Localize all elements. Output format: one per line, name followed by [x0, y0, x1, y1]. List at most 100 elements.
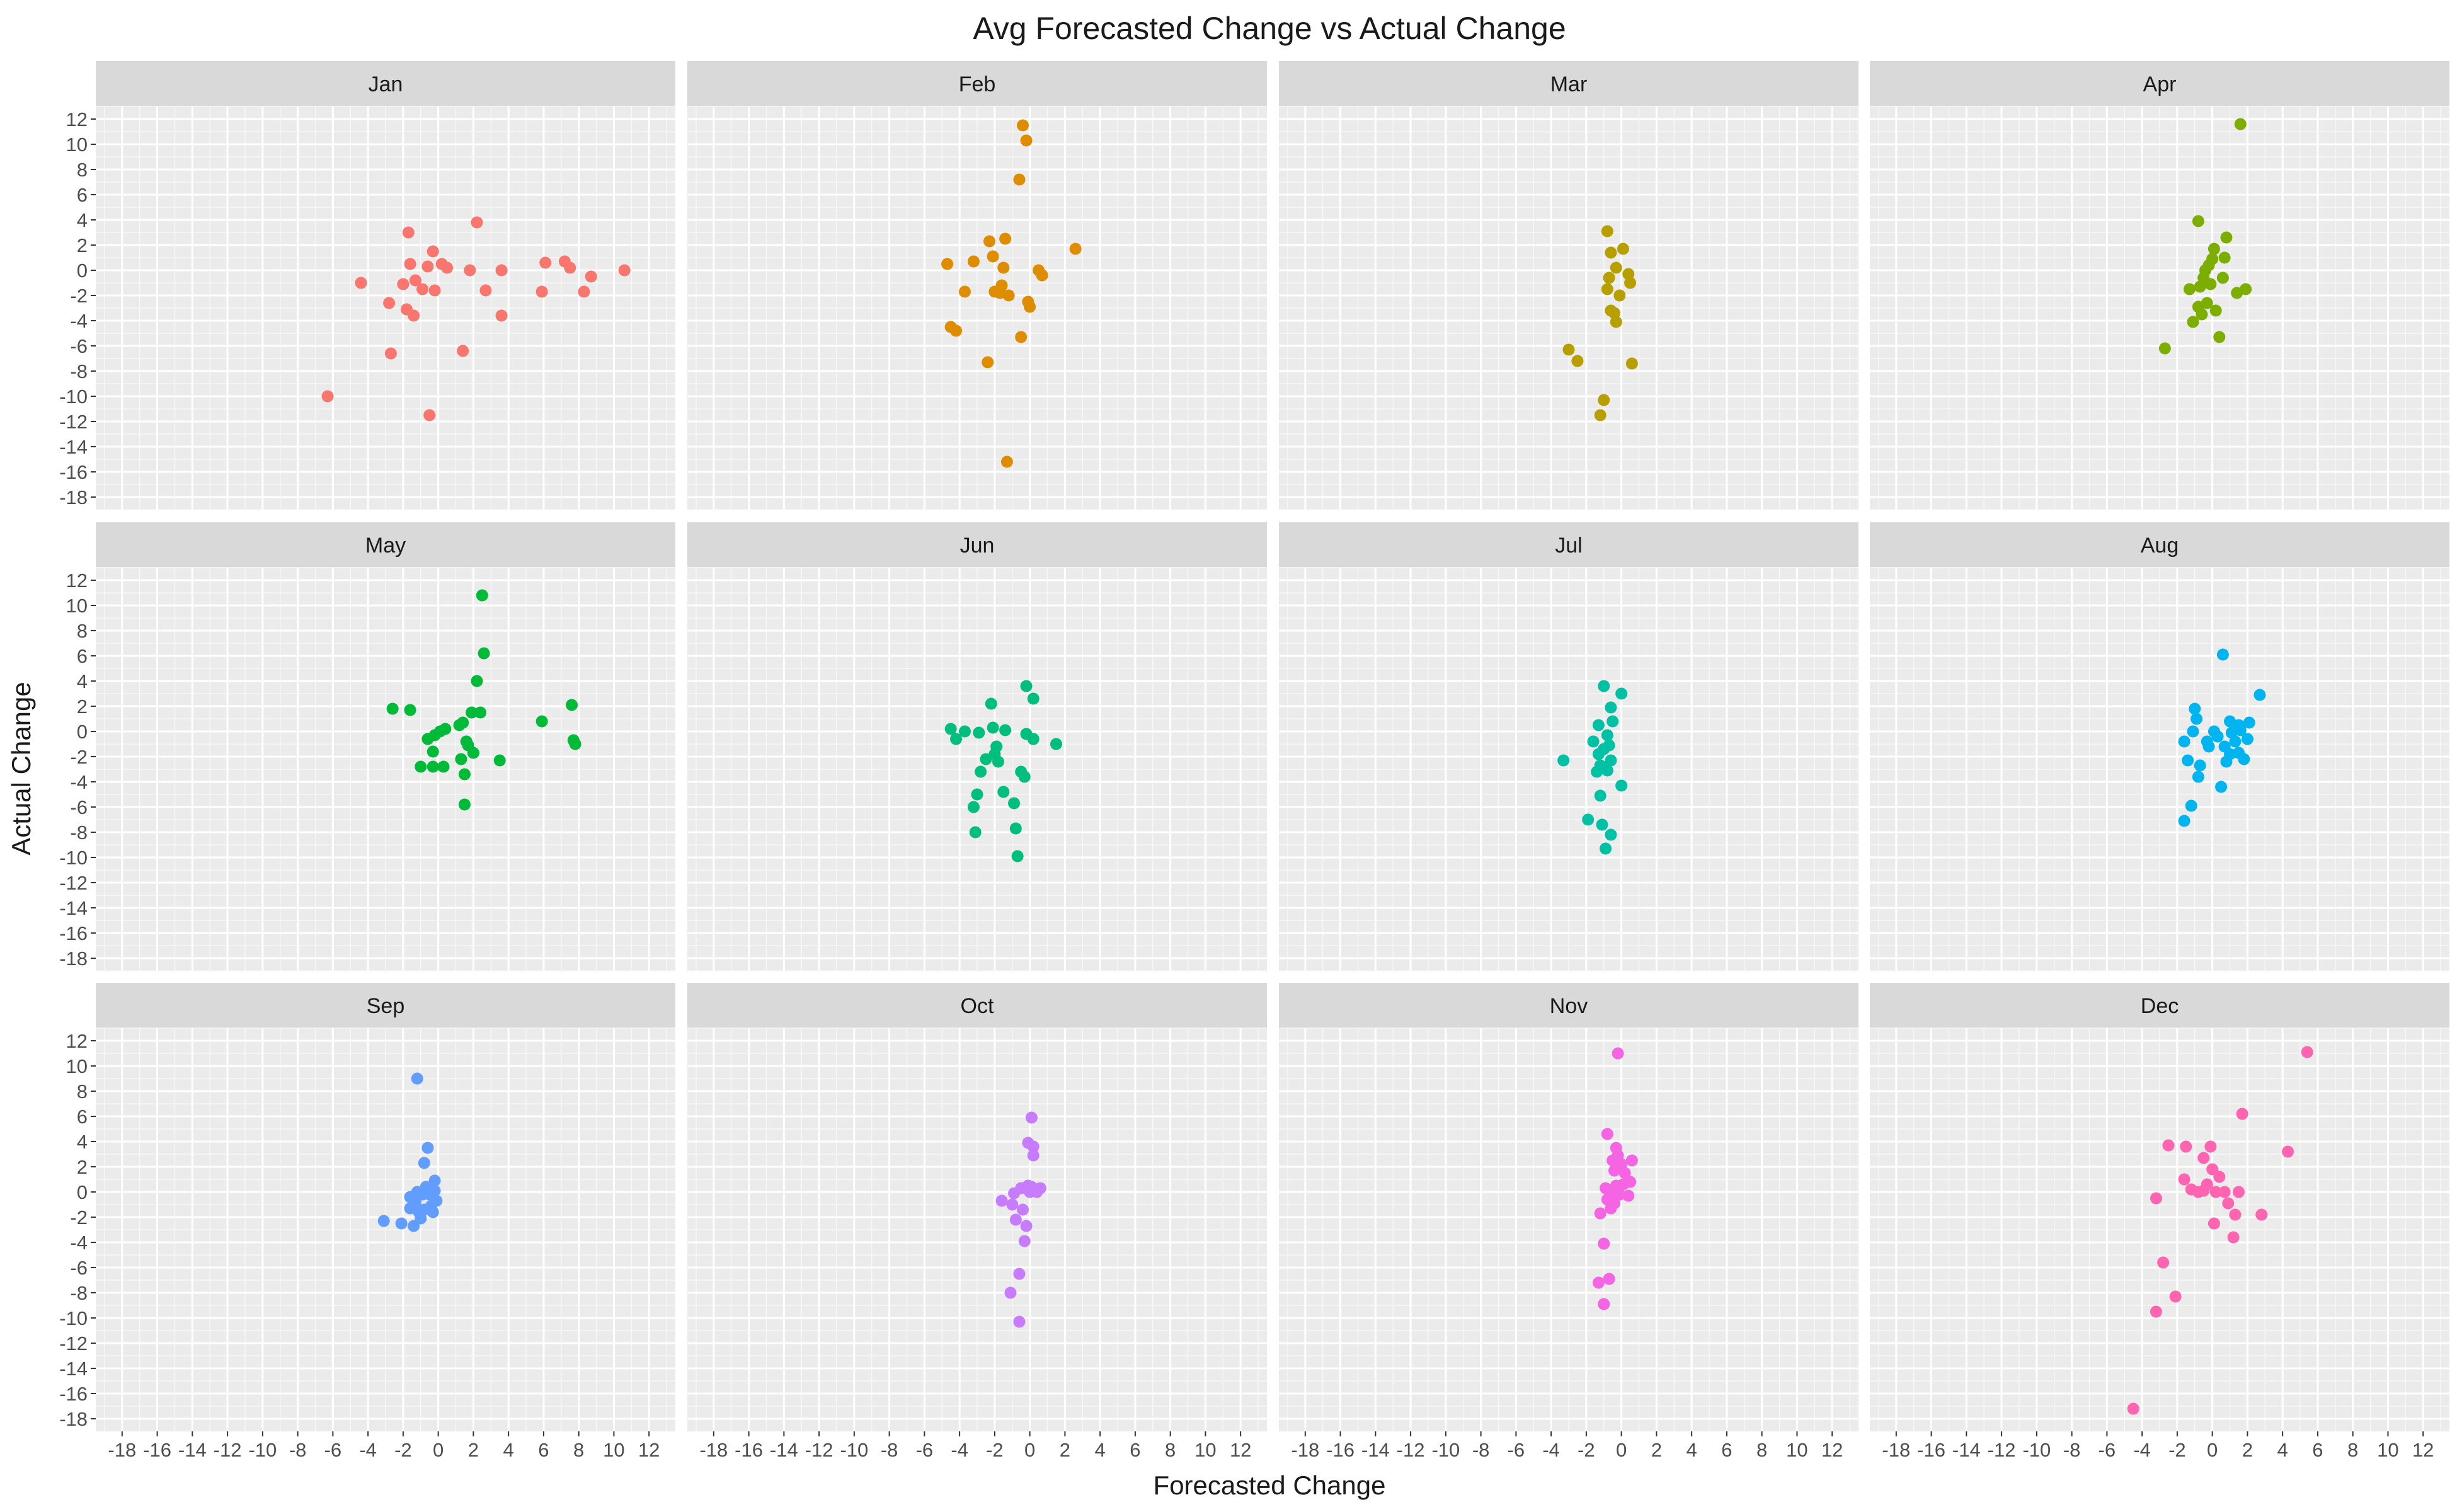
data-point-jun: [1027, 692, 1040, 705]
data-point-jul: [1605, 828, 1617, 841]
data-point-dec: [2227, 1231, 2240, 1244]
y-tick-label: 10: [66, 1055, 88, 1077]
y-tick-label: 6: [77, 184, 88, 206]
facet-panel-jun: Jun: [687, 522, 1267, 971]
y-tick-label: -10: [59, 1307, 88, 1329]
data-point-jun: [997, 786, 1010, 798]
data-point-jan: [321, 390, 334, 403]
data-point-apr: [2240, 283, 2252, 295]
facet-label-sep: Sep: [367, 994, 405, 1018]
data-point-sep: [408, 1220, 420, 1232]
x-tick-label: -18: [1882, 1439, 1910, 1461]
x-tick-label: 12: [1821, 1439, 1843, 1461]
data-point-sep: [377, 1215, 390, 1227]
facet-strip-aug: [1870, 522, 2449, 568]
data-point-may: [476, 589, 488, 602]
data-point-sep: [427, 1206, 439, 1218]
data-point-mar: [1617, 243, 1629, 255]
data-point-jun: [971, 788, 983, 801]
data-point-jun: [1009, 822, 1022, 835]
data-point-jan: [397, 278, 410, 290]
data-point-feb: [997, 261, 1010, 274]
facet-panel-sep: Sep 12 10 8 6 4 2 0 -2 -4 -6 -8 -10 -12 -14 -16 -18 -18 -1…: [59, 983, 675, 1461]
x-tick-label: -16: [1326, 1439, 1354, 1461]
y-tick-label: 0: [77, 260, 88, 282]
y-tick-label: -18: [59, 948, 88, 970]
data-point-dec: [2150, 1192, 2162, 1205]
data-point-jun: [975, 765, 987, 778]
data-point-apr: [2208, 243, 2220, 255]
data-point-feb: [982, 356, 994, 369]
data-point-may: [466, 706, 478, 719]
data-point-apr: [2218, 251, 2231, 264]
facet-strip-jul: [1279, 522, 1858, 568]
facet-label-jul: Jul: [1555, 534, 1582, 558]
y-tick-label: -16: [59, 1383, 88, 1405]
y-tick-label: 12: [66, 108, 88, 130]
data-point-oct: [1016, 1203, 1029, 1216]
data-point-jul: [1582, 813, 1595, 826]
x-tick-label: 0: [1616, 1439, 1627, 1461]
y-tick-label: -6: [70, 796, 88, 818]
y-tick-label: -18: [59, 486, 88, 508]
x-tick-label: -8: [2063, 1439, 2081, 1461]
x-tick-label: -2: [986, 1439, 1004, 1461]
x-tick-label: -4: [1542, 1439, 1560, 1461]
data-point-sep: [428, 1174, 441, 1187]
x-tick-label: -6: [2099, 1439, 2116, 1461]
data-point-dec: [2206, 1163, 2219, 1176]
facet-strip-feb: [687, 61, 1267, 106]
facet-strip-mar: [1279, 61, 1858, 106]
data-point-jan: [427, 245, 439, 258]
x-tick-label: 12: [1230, 1439, 1251, 1461]
x-tick-label: -16: [1917, 1439, 1945, 1461]
x-tick-label: 6: [2312, 1439, 2323, 1461]
x-tick-label: 8: [2347, 1439, 2358, 1461]
x-tick-label: -18: [1291, 1439, 1319, 1461]
data-point-jul: [1603, 739, 1615, 752]
facet-strip-nov: [1279, 983, 1858, 1028]
y-tick-label: 2: [77, 1156, 88, 1178]
data-point-jul: [1601, 729, 1613, 742]
y-tick-label: 0: [77, 1181, 88, 1203]
facet-panel-nov: Nov -18 -16 -14 -12 -10 -8 -6 -4 -2 0 2 4 6 8 10 12: [1279, 983, 1858, 1461]
data-point-mar: [1613, 289, 1626, 302]
data-point-may: [474, 706, 487, 719]
facet-strip-jun: [687, 522, 1267, 568]
facet-strip-may: [96, 522, 675, 568]
data-point-dec: [2232, 1186, 2245, 1198]
chart-title: Avg Forecasted Change vs Actual Change: [973, 11, 1566, 46]
facet-panel-jan: Jan 12 10 8 6 4 2 0 -2 -4 -6 -8 -10 -12 -14 -16 -18: [59, 61, 675, 510]
x-tick-label: -8: [1472, 1439, 1490, 1461]
data-point-aug: [2194, 759, 2206, 772]
data-point-jul: [1598, 680, 1610, 692]
data-point-jan: [464, 264, 476, 277]
data-point-mar: [1625, 357, 1638, 370]
y-tick-label: -12: [59, 411, 88, 433]
data-point-oct: [1013, 1268, 1026, 1280]
data-point-jan: [355, 277, 367, 289]
y-tick-label: -2: [70, 1206, 88, 1228]
y-tick-label: -14: [59, 897, 88, 919]
data-point-aug: [2234, 724, 2247, 736]
data-point-may: [455, 753, 467, 765]
x-tick-label: -6: [1508, 1439, 1525, 1461]
data-point-jul: [1615, 687, 1628, 700]
x-tick-label: -14: [1952, 1439, 1981, 1461]
data-point-apr: [2201, 297, 2213, 309]
data-point-oct: [995, 1194, 1008, 1207]
y-tick-label: 10: [66, 595, 88, 617]
y-tick-label: 12: [66, 570, 88, 592]
data-point-apr: [2187, 316, 2199, 328]
data-point-jan: [383, 297, 396, 309]
data-point-sep: [430, 1194, 443, 1207]
data-point-may: [427, 760, 439, 773]
data-point-aug: [2243, 716, 2255, 729]
data-point-may: [415, 760, 427, 773]
y-tick-label: -2: [70, 746, 88, 768]
data-point-oct: [1013, 1315, 1026, 1328]
data-point-jan: [585, 270, 597, 283]
data-point-jan: [495, 309, 508, 322]
data-point-jun: [1050, 738, 1062, 750]
data-point-jun: [990, 740, 1003, 753]
